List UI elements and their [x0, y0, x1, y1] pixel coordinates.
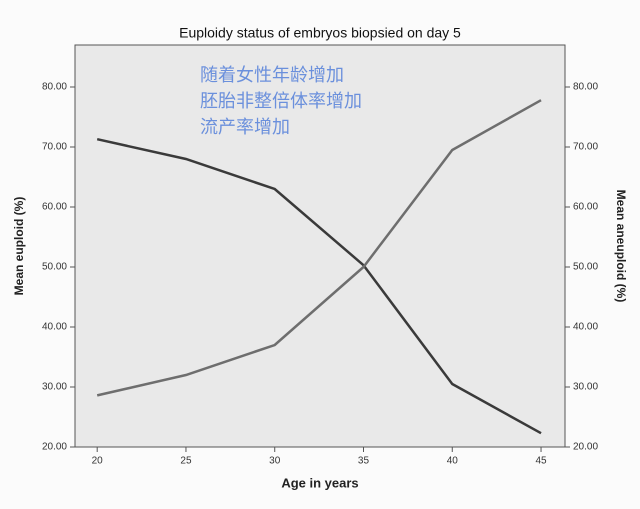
y-tick-label: 30.00: [42, 382, 67, 393]
y-tick-label: 40.00: [42, 322, 67, 333]
annotation: 随着女性年龄增加: [200, 65, 344, 85]
x-tick-label: 35: [358, 456, 370, 467]
x-tick-label: 40: [447, 456, 459, 467]
annotation: 胚胎非整倍体率增加: [200, 91, 362, 111]
line: [96, 99, 542, 397]
x-tick-label: 20: [92, 456, 104, 467]
x-axis-label: Age in years: [281, 475, 358, 490]
y2-tick-label: 60.00: [573, 202, 598, 213]
y-axis-label: Mean euploid (%): [12, 197, 26, 296]
line: [96, 137, 542, 435]
x-tick-label: 45: [535, 456, 547, 467]
y2-tick-label: 40.00: [573, 322, 598, 333]
y2-tick-label: 30.00: [573, 382, 598, 393]
annotation: 流产率增加: [200, 117, 290, 137]
chart-title: Euploidy status of embryos biopsied on d…: [179, 25, 461, 41]
x-tick-label: 25: [180, 456, 192, 467]
y-tick-label: 70.00: [42, 142, 67, 153]
y2-tick-label: 80.00: [573, 82, 598, 93]
y-tick-label: 20.00: [42, 442, 67, 453]
y-tick-label: 80.00: [42, 82, 67, 93]
y-tick-label: 60.00: [42, 202, 67, 213]
y2-axis-label: Mean aneuploid (%): [614, 190, 628, 303]
plot-area: [74, 44, 566, 448]
y2-tick-label: 70.00: [573, 142, 598, 153]
x-tick-label: 30: [269, 456, 281, 467]
y-tick-label: 50.00: [42, 262, 67, 273]
y2-tick-label: 20.00: [573, 442, 598, 453]
y2-tick-label: 50.00: [573, 262, 598, 273]
